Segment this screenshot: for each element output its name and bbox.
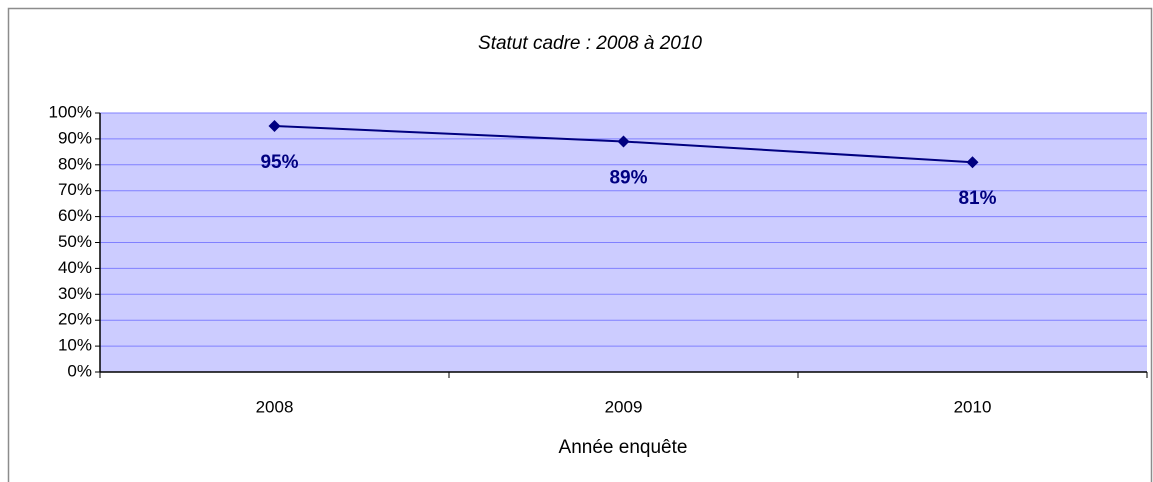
data-label: 89% xyxy=(609,168,647,189)
x-tick-label: 2010 xyxy=(954,397,992,416)
chart-title: Statut cadre : 2008 à 2010 xyxy=(478,33,702,54)
data-label: 95% xyxy=(260,152,298,173)
y-tick-label: 20% xyxy=(58,310,92,329)
y-tick-label: 0% xyxy=(67,361,92,380)
data-point xyxy=(617,135,630,148)
y-tick-label: 100% xyxy=(49,102,92,121)
y-tick-label: 50% xyxy=(58,232,92,251)
data-point xyxy=(268,119,281,132)
y-tick-label: 30% xyxy=(58,284,92,303)
y-tick-label: 80% xyxy=(58,154,92,173)
y-tick-label: 10% xyxy=(58,336,92,355)
x-tick-label: 2009 xyxy=(605,397,643,416)
x-tick-label: 2008 xyxy=(256,397,294,416)
x-axis-title: Année enquête xyxy=(559,437,688,458)
y-tick-label: 70% xyxy=(58,180,92,199)
data-point xyxy=(966,156,979,169)
data-label: 81% xyxy=(958,188,996,209)
y-tick-label: 90% xyxy=(58,128,92,147)
y-tick-label: 60% xyxy=(58,206,92,225)
y-tick-label: 40% xyxy=(58,258,92,277)
